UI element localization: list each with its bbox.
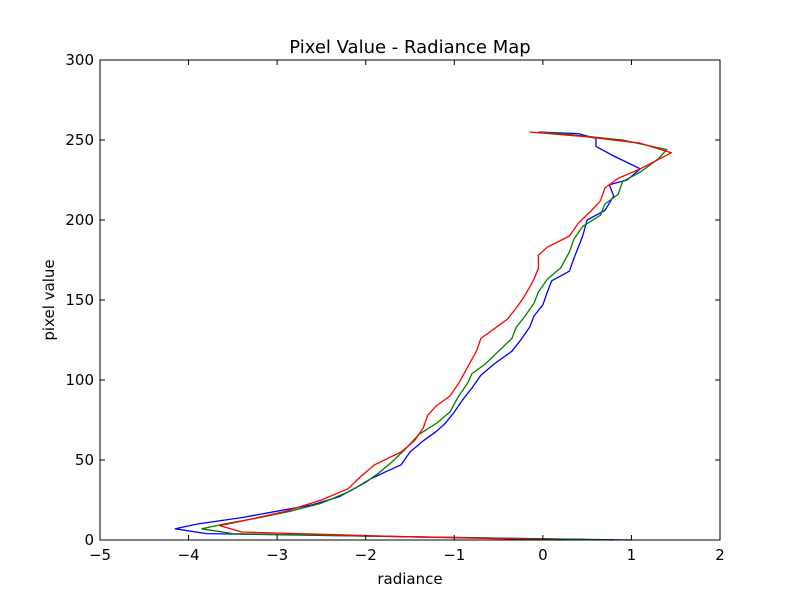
x-axis: −5 −4 −3 −2 −1 0 1 2 — [89, 60, 725, 564]
series-layer — [174, 131, 672, 541]
y-tick-label: 150 — [65, 291, 94, 309]
x-tick-label: 1 — [627, 546, 637, 564]
x-tick-label: 0 — [538, 546, 548, 564]
y-tick-label: 300 — [65, 51, 94, 69]
x-tick-label: −4 — [178, 546, 200, 564]
y-tick-label: 50 — [75, 451, 94, 469]
plot-background — [100, 60, 720, 540]
series-line-0 — [174, 131, 641, 541]
x-tick-label: −3 — [266, 546, 288, 564]
y-axis: 0 50 100 150 200 250 300 — [65, 51, 720, 549]
x-tick-label: 2 — [715, 546, 725, 564]
x-tick-label: −5 — [89, 546, 111, 564]
y-tick-label: 250 — [65, 131, 94, 149]
x-axis-label: radiance — [377, 570, 442, 588]
y-tick-label: 0 — [84, 531, 94, 549]
x-tick-label: −1 — [443, 546, 465, 564]
y-axis-label: pixel value — [40, 259, 58, 340]
series-line-1 — [201, 131, 668, 541]
chart-title: Pixel Value - Radiance Map — [289, 37, 530, 58]
series-line-2 — [218, 131, 672, 541]
x-tick-label: −2 — [355, 546, 377, 564]
y-tick-label: 200 — [65, 211, 94, 229]
y-tick-label: 100 — [65, 371, 94, 389]
